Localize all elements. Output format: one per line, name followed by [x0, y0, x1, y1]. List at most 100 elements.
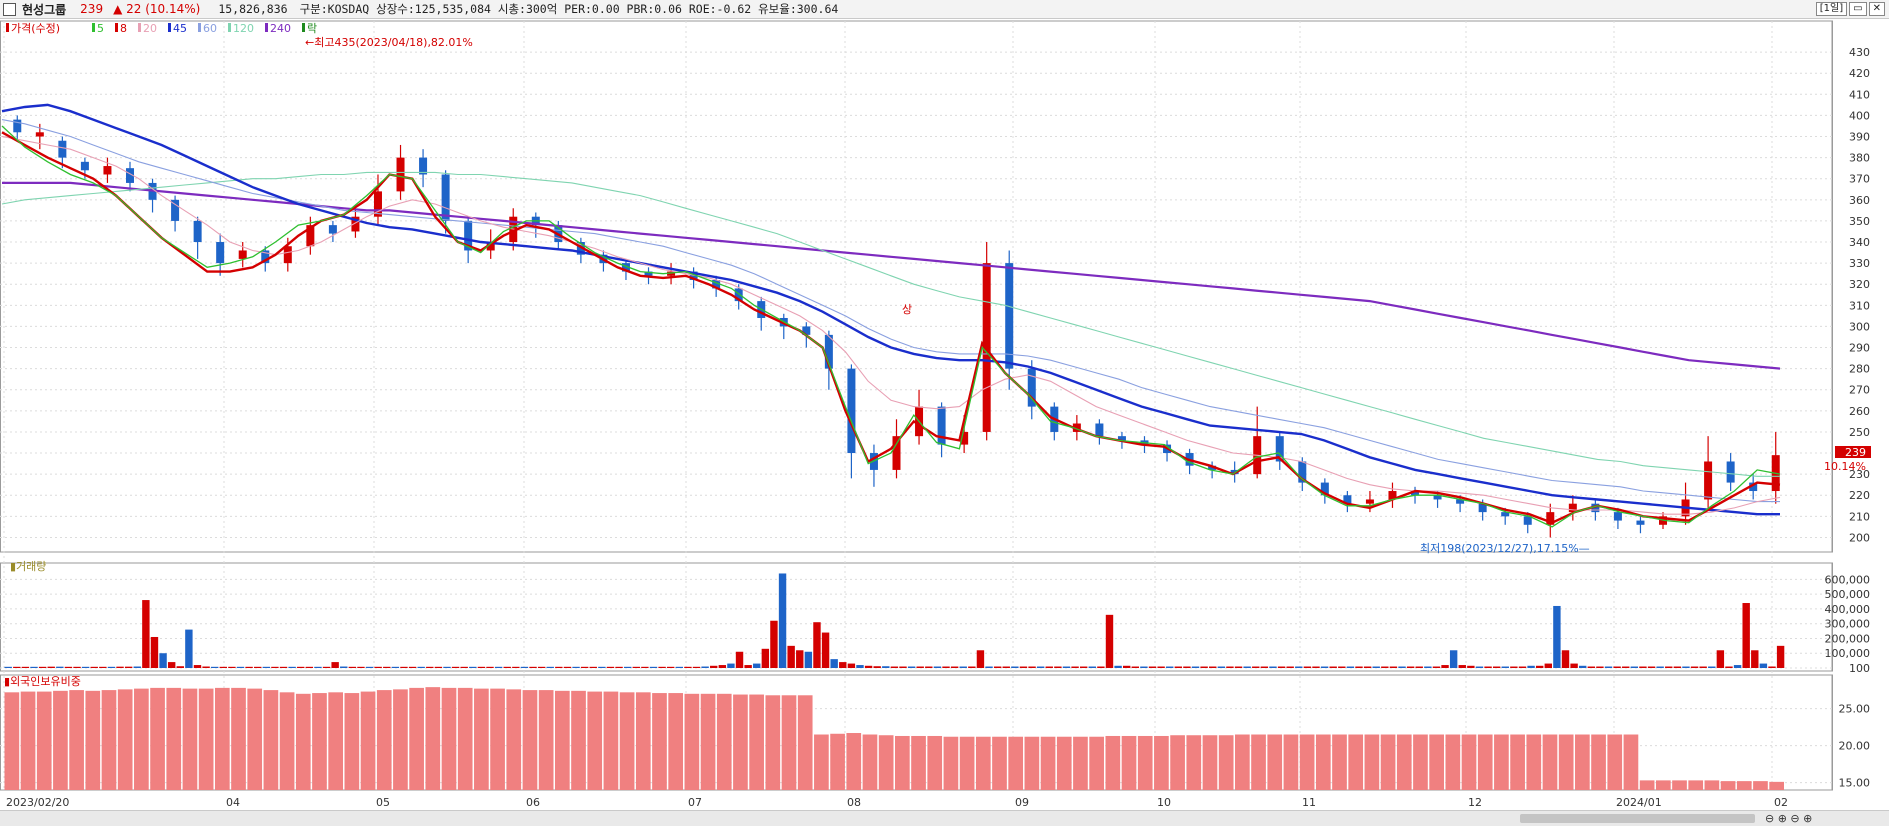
price-candle	[621, 263, 630, 272]
volume-bar	[1527, 665, 1535, 668]
restore-icon[interactable]: ▭	[1849, 2, 1867, 16]
legend-ma-60: 60	[203, 22, 217, 35]
volume-bar	[1036, 666, 1045, 668]
select-checkbox[interactable]	[3, 2, 16, 16]
volume-bar	[1510, 666, 1518, 668]
price-candle	[1636, 520, 1645, 525]
foreign-ownership-bar	[506, 689, 522, 790]
volume-bar	[1415, 666, 1423, 668]
volume-bar	[735, 651, 744, 668]
price-tick-label: 320	[1849, 278, 1870, 291]
price-tick-label: 400	[1849, 109, 1870, 122]
price-candle	[892, 436, 901, 470]
volume-bar	[1286, 666, 1294, 668]
volume-bar	[976, 650, 985, 668]
scrollbar-thumb[interactable]	[1520, 814, 1755, 823]
price-tick-label: 350	[1849, 215, 1870, 228]
volume-bar	[1622, 666, 1630, 668]
foreign-ownership-bar	[1089, 736, 1104, 790]
price-candle	[734, 288, 743, 302]
foreign-tick-label: 25.00	[1839, 703, 1871, 716]
foreign-ownership-bar	[1235, 734, 1250, 790]
volume-bar	[1019, 666, 1028, 668]
legend-ma-45: 45	[173, 22, 187, 35]
volume-bar	[623, 666, 632, 668]
foreign-ownership-bar	[538, 690, 554, 790]
price-candle	[1501, 512, 1510, 517]
foreign-ownership-bar	[733, 694, 748, 790]
foreign-ownership-bar	[1218, 735, 1234, 790]
foreign-ownership-bar	[700, 693, 716, 790]
price-candle	[1456, 499, 1465, 504]
zoom-controls[interactable]: ⊖ ⊕ ⊖ ⊕	[1765, 812, 1813, 825]
foreign-ownership-bar	[554, 690, 570, 790]
price-tick-label: 280	[1849, 363, 1870, 376]
upper-limit-mark: 상	[902, 303, 912, 316]
volume-bar	[486, 666, 494, 668]
volume-bar	[839, 662, 847, 668]
price-candle	[1749, 482, 1758, 492]
legend-ma-swatch	[115, 23, 118, 32]
volume-bar	[856, 665, 864, 668]
price-candle	[58, 140, 67, 158]
volume-bar	[1424, 666, 1432, 668]
volume-bar	[787, 645, 795, 668]
volume-bar	[1114, 665, 1122, 668]
foreign-ownership-bar	[360, 691, 376, 790]
foreign-ownership-bar	[1024, 736, 1040, 790]
foreign-ownership-bar	[1607, 734, 1623, 790]
legend-extra-swatch	[302, 23, 305, 32]
horizontal-scrollbar[interactable]: ⊖ ⊕ ⊖ ⊕	[0, 810, 1889, 826]
price-tick-label: 310	[1849, 299, 1870, 312]
volume-bar	[1682, 666, 1690, 668]
price-candle	[193, 220, 202, 243]
foreign-ownership-bar	[474, 688, 489, 790]
volume-bar	[1665, 666, 1673, 668]
foreign-ownership-bar	[1672, 780, 1687, 790]
volume-bar	[873, 666, 881, 668]
period-button[interactable]: [1일]	[1815, 2, 1848, 16]
volume-bar	[580, 666, 589, 668]
price-candle	[1365, 499, 1374, 504]
volume-bar	[546, 666, 554, 668]
price-candle	[1095, 423, 1104, 437]
stock-chart[interactable]: 2002102202302402502602702802903003103203…	[0, 19, 1889, 810]
volume-bar	[701, 666, 709, 668]
volume-bar	[426, 666, 434, 668]
foreign-ownership-bar	[328, 692, 344, 790]
volume-bar	[864, 665, 873, 668]
volume-bar	[1647, 666, 1656, 668]
ma-line-45	[1, 103, 1780, 516]
volume-bar	[1148, 666, 1157, 668]
volume-bar	[193, 665, 202, 668]
foreign-ownership-bar	[1736, 781, 1752, 790]
price-tick-label: 230	[1849, 468, 1870, 481]
volume-bar	[1398, 666, 1406, 668]
volume-bar	[744, 665, 752, 668]
close-icon[interactable]: ✕	[1868, 2, 1885, 16]
price-candle	[238, 250, 247, 259]
price-candle	[712, 280, 721, 289]
volume-bar	[925, 666, 933, 668]
foreign-ownership-bar	[1105, 735, 1121, 790]
volume-bar	[1209, 666, 1217, 668]
foreign-ownership-bar	[166, 687, 182, 790]
foreign-ownership-bar	[409, 687, 424, 790]
price-candle	[644, 271, 653, 276]
volume-bar	[90, 666, 98, 668]
current-change-tag-value: 10.14%	[1824, 460, 1866, 473]
legend-ma-240: 240	[270, 22, 291, 35]
price-candle	[1523, 516, 1532, 525]
price-candle	[486, 242, 495, 251]
foreign-ownership-bar	[749, 694, 764, 790]
volume-bar	[1131, 666, 1140, 668]
foreign-ownership-bar	[1639, 780, 1655, 790]
volume-bar	[1028, 666, 1036, 668]
foreign-ownership-bar	[911, 735, 926, 790]
volume-bar	[520, 666, 529, 668]
foreign-ownership-bar	[36, 691, 52, 790]
volume-bar	[1277, 666, 1286, 668]
volume-bar	[572, 666, 580, 668]
foreign-ownership-bar	[830, 733, 845, 790]
legend-ma-swatch	[168, 23, 171, 32]
